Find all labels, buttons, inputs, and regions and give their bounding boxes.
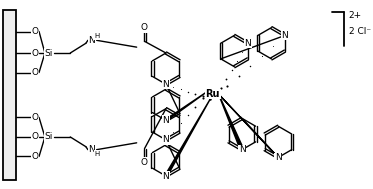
Polygon shape <box>164 98 211 177</box>
Polygon shape <box>216 91 280 159</box>
Text: N: N <box>244 39 251 48</box>
Text: N: N <box>239 145 245 154</box>
Text: Ru: Ru <box>206 89 220 99</box>
Text: N: N <box>88 145 95 154</box>
Text: N: N <box>282 31 288 40</box>
Text: O: O <box>32 49 39 57</box>
Text: N: N <box>163 171 169 180</box>
Text: N: N <box>163 80 169 89</box>
Polygon shape <box>218 92 244 151</box>
Text: 2+: 2+ <box>348 11 362 20</box>
Bar <box>3 10 16 180</box>
Text: Si: Si <box>45 49 53 57</box>
Polygon shape <box>164 91 208 122</box>
Text: N: N <box>163 135 169 144</box>
Text: O: O <box>141 23 148 32</box>
Text: O: O <box>32 68 39 77</box>
Text: Si: Si <box>45 132 53 141</box>
Text: N: N <box>275 153 282 162</box>
Text: O: O <box>32 113 39 122</box>
Text: H: H <box>94 151 99 156</box>
Text: 2 Cl⁻: 2 Cl⁻ <box>348 27 371 36</box>
Text: O: O <box>32 132 39 141</box>
Text: N: N <box>88 36 95 45</box>
Text: O: O <box>141 158 148 167</box>
Text: O: O <box>32 27 39 36</box>
Text: O: O <box>32 152 39 161</box>
Text: H: H <box>94 33 99 40</box>
Text: N: N <box>163 116 169 125</box>
